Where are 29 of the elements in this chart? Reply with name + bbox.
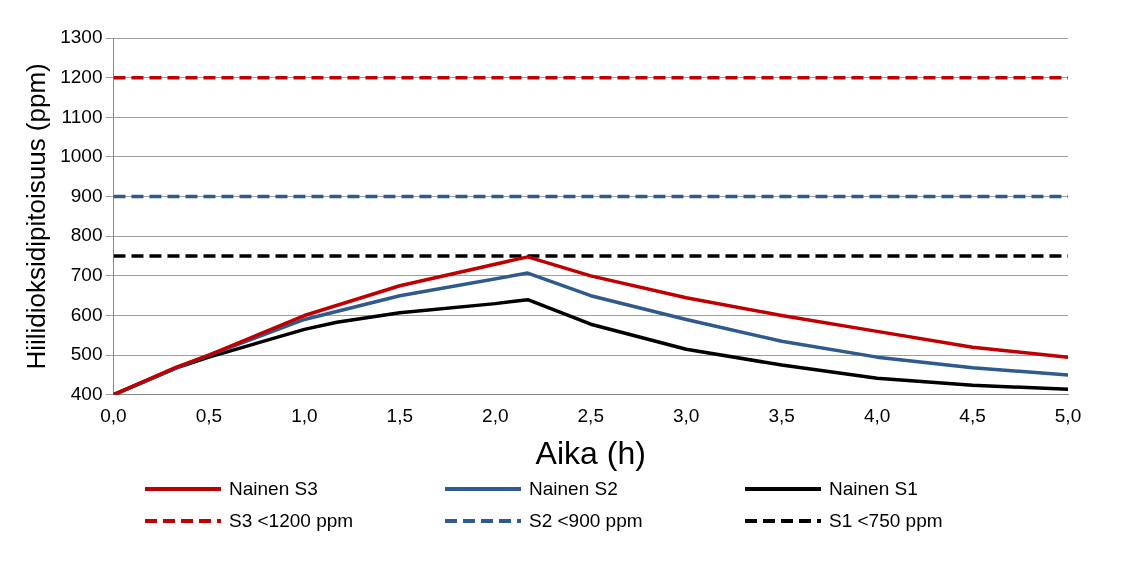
y-tick-label: 600 (70, 303, 103, 325)
x-tick-label: 4,5 (959, 405, 986, 427)
y-tick-label: 500 (70, 343, 103, 365)
x-tick-label: 2,5 (577, 405, 604, 427)
x-tick-label: 3,0 (672, 405, 700, 427)
y-axis-title: Hiilidioksidipitoisuus (ppm) (20, 63, 51, 370)
legend-label: S1 <750 ppm (829, 510, 943, 532)
y-tick-label: 700 (70, 264, 103, 286)
x-tick-label: 1,0 (291, 405, 318, 427)
legend-label: Nainen S1 (829, 478, 918, 500)
y-tick-label: 1200 (60, 65, 103, 87)
y-tick-label: 1100 (61, 105, 103, 127)
x-tick-label: 3,5 (768, 405, 795, 427)
y-tick-label: 400 (70, 383, 103, 405)
y-tick-label: 900 (70, 184, 103, 206)
legend-label: S3 <1200 ppm (229, 510, 354, 532)
legend-label: Nainen S3 (229, 478, 318, 500)
y-tick-label: 1000 (60, 145, 103, 167)
x-tick-label: 0,5 (195, 405, 223, 427)
x-tick-label: 2,0 (482, 405, 509, 427)
legend-label: Nainen S2 (529, 478, 618, 500)
x-tick-label: 4,0 (863, 405, 891, 427)
x-tick-label: 5,0 (1054, 405, 1082, 427)
x-tick-label: 1,5 (386, 405, 414, 427)
x-axis-title: Aika (h) (535, 434, 646, 471)
y-tick-label: 800 (70, 224, 103, 246)
x-tick-label: 0,0 (100, 405, 127, 427)
legend-label: S2 <900 ppm (529, 510, 643, 532)
y-tick-label: 1300 (60, 26, 103, 48)
